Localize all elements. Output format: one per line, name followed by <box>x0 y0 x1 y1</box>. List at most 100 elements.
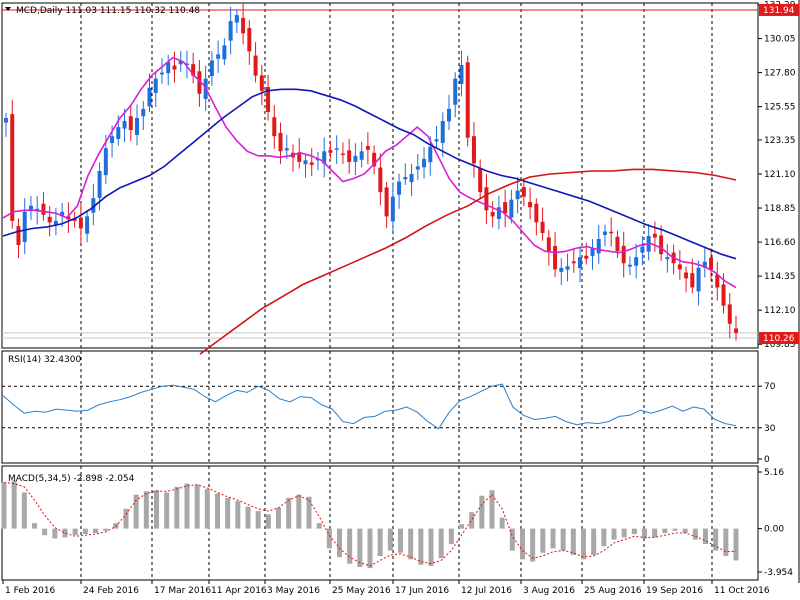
candle-body <box>665 257 670 260</box>
macd-histogram-bar <box>143 491 149 529</box>
x-tick-label: 12 Jul 2016 <box>461 586 512 596</box>
candle-body <box>709 257 714 270</box>
candle-body <box>559 267 564 272</box>
candle-body <box>696 267 701 292</box>
macd-histogram-bar <box>62 528 68 538</box>
x-tick-label: 17 Mar 2016 <box>154 586 211 596</box>
macd-histogram-bar <box>418 528 424 565</box>
candle-body <box>209 60 214 77</box>
candle-body <box>453 78 458 105</box>
macd-histogram-bar <box>703 528 708 544</box>
candle-body <box>553 246 558 270</box>
candle-body <box>584 255 589 259</box>
macd-signal-line <box>3 482 737 567</box>
candle-body <box>297 152 302 162</box>
macd-histogram-bar <box>1 482 7 529</box>
macd-histogram-bar <box>408 528 414 560</box>
macd-panel[interactable] <box>1 480 739 569</box>
candle-body <box>465 62 470 138</box>
x-tick-label: 19 Sep 2016 <box>646 586 703 596</box>
macd-histogram-bar <box>316 523 322 529</box>
candle-body <box>128 116 133 131</box>
candle-body <box>191 64 196 76</box>
candle-body <box>727 304 732 324</box>
macd-histogram-bar <box>255 511 261 529</box>
candle-body <box>534 203 539 223</box>
macd-histogram-bar <box>560 528 566 551</box>
panel-frame-1 <box>1 350 759 464</box>
candle-body <box>172 65 177 70</box>
candle-body <box>103 148 108 176</box>
macd-tick-label: 5.16 <box>764 468 784 478</box>
price-tick-label: 121.10 <box>764 170 796 180</box>
macd-histogram-bar <box>540 528 546 553</box>
candle-body <box>197 71 202 94</box>
candle-body <box>571 261 576 264</box>
candle-body <box>228 21 233 41</box>
macd-histogram-bar <box>692 528 698 540</box>
macd-tick-label: 0.00 <box>764 525 784 535</box>
candle-body <box>397 181 402 195</box>
macd-histogram-bar <box>235 501 241 529</box>
macd-histogram-bar <box>72 528 78 536</box>
candle-body <box>490 212 495 217</box>
candle-body <box>459 65 464 84</box>
macd-histogram-bar <box>367 528 373 569</box>
candle-body <box>303 160 308 165</box>
macd-histogram-bar <box>601 528 607 547</box>
macd-histogram-bar <box>133 494 139 529</box>
candle-body <box>53 220 58 225</box>
x-tick-label: 11 Apr 2016 <box>211 586 267 596</box>
candle-body <box>496 207 501 219</box>
price-tick-label: 112.10 <box>764 306 796 316</box>
rsi-line <box>2 383 737 430</box>
macd-histogram-bar <box>438 528 444 559</box>
candle-body <box>159 72 164 75</box>
price-tick-label: 123.35 <box>764 136 796 146</box>
x-tick-label: 25 May 2016 <box>332 586 391 596</box>
macd-histogram-bar <box>713 528 719 551</box>
price-tick-label: 109.85 <box>764 340 796 350</box>
candle-body <box>690 273 695 288</box>
price-tick-label: 116.60 <box>764 238 796 248</box>
macd-histogram-bar <box>611 528 617 540</box>
candle-body <box>578 257 583 269</box>
candle-body <box>602 231 607 235</box>
candle-body <box>85 216 90 234</box>
macd-histogram-bar <box>265 514 271 529</box>
x-tick-label: 17 Jun 2016 <box>395 586 449 596</box>
candle-body <box>484 187 489 211</box>
candle-body <box>721 284 726 306</box>
candle-body <box>334 148 339 150</box>
candle-body <box>147 87 152 107</box>
macd-histogram-bar <box>682 528 688 534</box>
macd-histogram-bar <box>631 528 637 535</box>
macd-histogram-bar <box>154 490 159 529</box>
macd-histogram-bar <box>306 496 312 529</box>
candle-body <box>471 136 476 164</box>
candle-body <box>428 146 433 163</box>
candle-body <box>253 55 258 76</box>
macd-histogram-bar <box>11 480 17 529</box>
candle-body <box>609 231 614 234</box>
macd-histogram-bar <box>184 483 190 529</box>
rsi-tick-label: 70 <box>764 382 776 392</box>
candle-body <box>284 148 289 151</box>
macd-histogram-bar <box>733 528 739 561</box>
macd-histogram-bar <box>204 489 210 529</box>
macd-histogram-bar <box>570 528 576 555</box>
candle-body <box>378 167 383 193</box>
macd-histogram-bar <box>286 497 292 529</box>
candle-body <box>403 177 408 180</box>
macd-histogram-bar <box>499 517 505 529</box>
candle-body <box>135 118 140 135</box>
price-panel[interactable] <box>2 3 758 355</box>
collapse-arrow-icon[interactable] <box>5 7 11 11</box>
rsi-panel[interactable] <box>2 383 758 430</box>
macd-histogram-bar <box>428 528 434 566</box>
candle-body <box>178 60 183 65</box>
candle-body <box>515 190 520 200</box>
candle-body <box>440 121 445 143</box>
candle-body <box>627 264 632 267</box>
